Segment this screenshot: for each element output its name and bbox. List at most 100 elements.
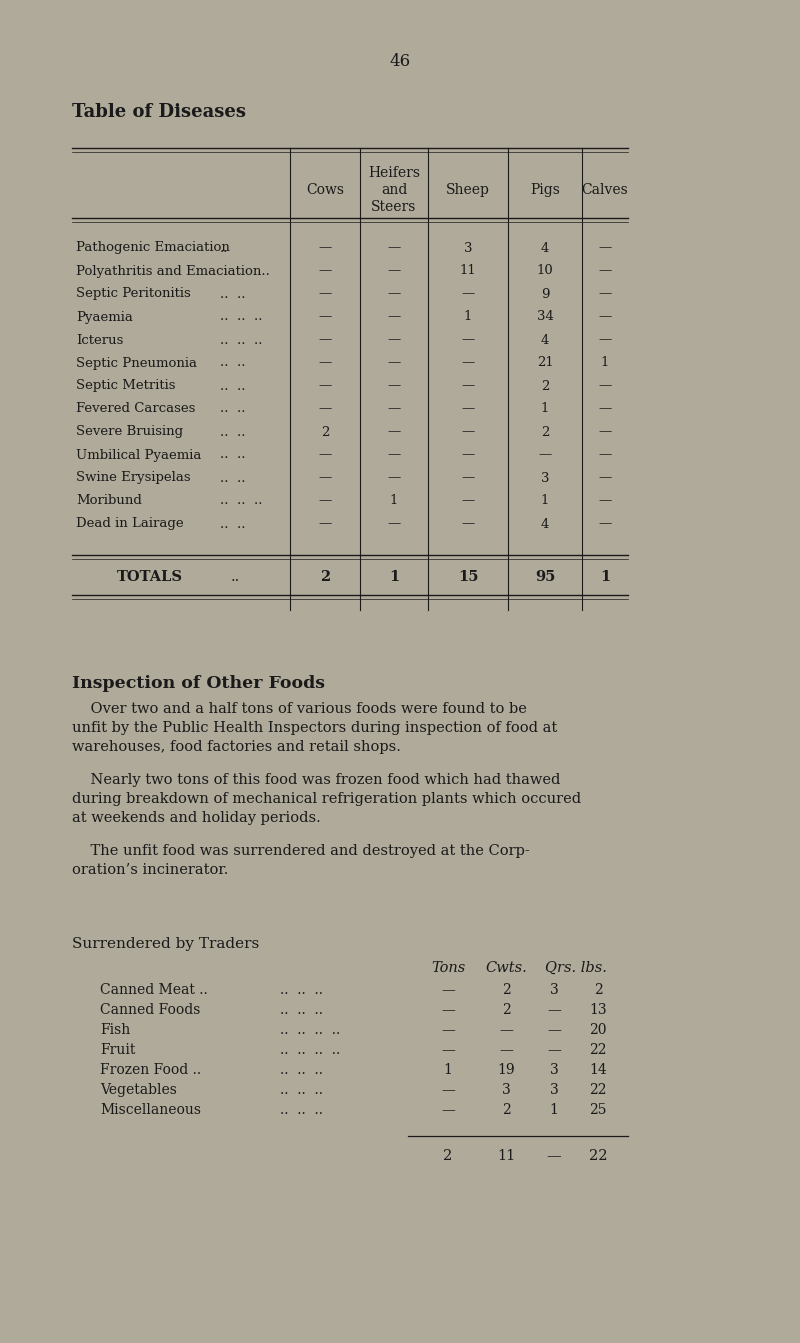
Text: 22: 22 — [590, 1044, 606, 1057]
Text: 2: 2 — [594, 983, 602, 997]
Text: Umbilical Pyaemia: Umbilical Pyaemia — [76, 449, 202, 462]
Text: —: — — [441, 1103, 455, 1117]
Text: 11: 11 — [460, 265, 476, 278]
Text: —: — — [462, 333, 474, 346]
Text: 19: 19 — [497, 1064, 515, 1077]
Text: —: — — [387, 403, 401, 415]
Text: —: — — [441, 1044, 455, 1057]
Text: during breakdown of mechanical refrigeration plants which occured: during breakdown of mechanical refrigera… — [72, 792, 581, 806]
Text: —: — — [598, 380, 612, 392]
Text: —: — — [318, 449, 332, 462]
Text: —: — — [598, 310, 612, 324]
Text: 1: 1 — [601, 356, 609, 369]
Text: unfit by the Public Health Inspectors during inspection of food at: unfit by the Public Health Inspectors du… — [72, 721, 558, 735]
Text: 21: 21 — [537, 356, 554, 369]
Text: 46: 46 — [390, 54, 410, 70]
Text: —: — — [598, 426, 612, 439]
Text: 34: 34 — [537, 310, 554, 324]
Text: 2: 2 — [541, 426, 549, 439]
Text: Cows: Cows — [306, 183, 344, 197]
Text: —: — — [387, 287, 401, 301]
Text: —: — — [462, 403, 474, 415]
Text: Fruit: Fruit — [100, 1044, 135, 1057]
Text: 15: 15 — [458, 569, 478, 584]
Text: —: — — [538, 449, 552, 462]
Text: ..  ..: .. .. — [220, 356, 246, 369]
Text: —: — — [441, 1082, 455, 1097]
Text: —: — — [318, 517, 332, 530]
Text: Canned Foods: Canned Foods — [100, 1003, 200, 1017]
Text: —: — — [462, 426, 474, 439]
Text: —: — — [598, 242, 612, 255]
Text: Fevered Carcases: Fevered Carcases — [76, 403, 195, 415]
Text: —: — — [462, 449, 474, 462]
Text: Fish: Fish — [100, 1023, 130, 1037]
Text: —: — — [462, 356, 474, 369]
Text: —: — — [546, 1150, 562, 1163]
Text: 11: 11 — [497, 1150, 515, 1163]
Text: Cwts.: Cwts. — [485, 962, 527, 975]
Text: 3: 3 — [550, 983, 558, 997]
Text: 2: 2 — [443, 1150, 453, 1163]
Text: —: — — [387, 517, 401, 530]
Text: Inspection of Other Foods: Inspection of Other Foods — [72, 674, 325, 692]
Text: —: — — [462, 287, 474, 301]
Text: —: — — [547, 1023, 561, 1037]
Text: 2: 2 — [320, 569, 330, 584]
Text: —: — — [462, 494, 474, 508]
Text: —: — — [318, 333, 332, 346]
Text: ..  ..: .. .. — [220, 403, 246, 415]
Text: ..  ..  ..  ..: .. .. .. .. — [280, 1044, 340, 1057]
Text: Septic Pneumonia: Septic Pneumonia — [76, 356, 197, 369]
Text: —: — — [598, 287, 612, 301]
Text: Surrendered by Traders: Surrendered by Traders — [72, 937, 259, 951]
Text: Vegetables: Vegetables — [100, 1082, 177, 1097]
Text: warehouses, food factories and retail shops.: warehouses, food factories and retail sh… — [72, 740, 401, 753]
Text: ..  ..  ..  ..: .. .. .. .. — [280, 1023, 340, 1037]
Text: ..  ..: .. .. — [220, 287, 246, 301]
Text: —: — — [318, 356, 332, 369]
Text: Pigs: Pigs — [530, 183, 560, 197]
Text: 1: 1 — [390, 494, 398, 508]
Text: Pathogenic Emaciation: Pathogenic Emaciation — [76, 242, 230, 255]
Text: Polyathritis and Emaciation..: Polyathritis and Emaciation.. — [76, 265, 270, 278]
Text: —: — — [387, 310, 401, 324]
Text: 3: 3 — [464, 242, 472, 255]
Text: 25: 25 — [590, 1103, 606, 1117]
Text: ..  ..: .. .. — [220, 426, 246, 439]
Text: ..  ..  ..: .. .. .. — [220, 494, 262, 508]
Text: —: — — [318, 310, 332, 324]
Text: —: — — [387, 449, 401, 462]
Text: ..  ..  ..: .. .. .. — [280, 1003, 323, 1017]
Text: —: — — [462, 517, 474, 530]
Text: —: — — [598, 494, 612, 508]
Text: Canned Meat ..: Canned Meat .. — [100, 983, 208, 997]
Text: 22: 22 — [590, 1082, 606, 1097]
Text: Septic Metritis: Septic Metritis — [76, 380, 175, 392]
Text: 14: 14 — [589, 1064, 607, 1077]
Text: —: — — [462, 471, 474, 485]
Text: ..  ..: .. .. — [220, 517, 246, 530]
Text: —: — — [441, 1003, 455, 1017]
Text: —: — — [387, 380, 401, 392]
Text: Nearly two tons of this food was frozen food which had thawed: Nearly two tons of this food was frozen … — [72, 774, 560, 787]
Text: 1: 1 — [443, 1064, 453, 1077]
Text: 95: 95 — [535, 569, 555, 584]
Text: ..  ..  ..: .. .. .. — [280, 1064, 323, 1077]
Text: ..  ..  ..: .. .. .. — [220, 310, 262, 324]
Text: Severe Bruising: Severe Bruising — [76, 426, 183, 439]
Text: 1: 1 — [541, 403, 549, 415]
Text: —: — — [318, 403, 332, 415]
Text: —: — — [598, 403, 612, 415]
Text: 3: 3 — [550, 1082, 558, 1097]
Text: Heifers
and
Steers: Heifers and Steers — [368, 165, 420, 215]
Text: 4: 4 — [541, 242, 549, 255]
Text: —: — — [387, 471, 401, 485]
Text: The unfit food was surrendered and destroyed at the Corp-: The unfit food was surrendered and destr… — [72, 843, 530, 858]
Text: 2: 2 — [541, 380, 549, 392]
Text: —: — — [598, 449, 612, 462]
Text: Tons: Tons — [431, 962, 465, 975]
Text: 9: 9 — [541, 287, 550, 301]
Text: —: — — [598, 471, 612, 485]
Text: 13: 13 — [589, 1003, 607, 1017]
